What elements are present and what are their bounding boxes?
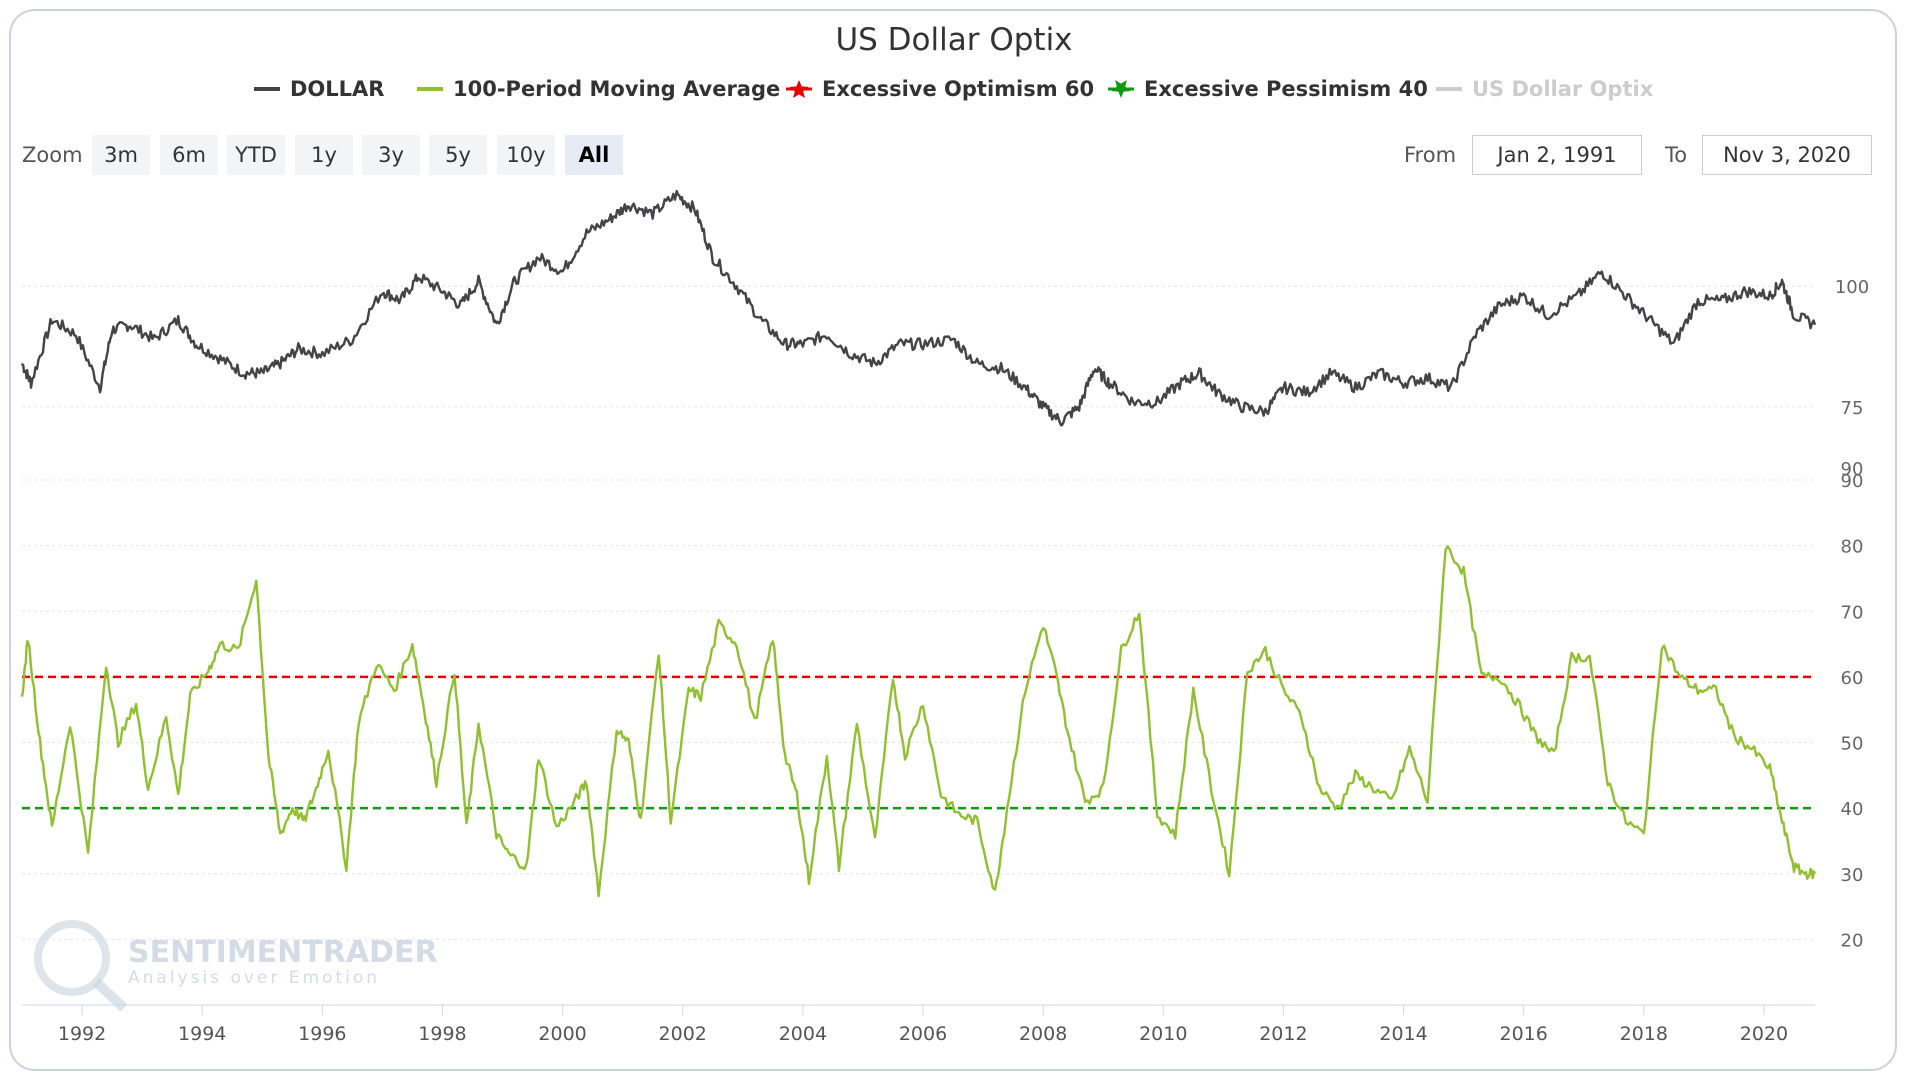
zoom-3m-button[interactable]: 3m [92, 135, 150, 175]
x-tick-label: 2020 [1740, 1023, 1788, 1045]
zoom-all-button[interactable]: All [565, 135, 623, 175]
watermark-name: SENTIMENTRADER [128, 935, 438, 970]
x-tick-label: 2008 [1019, 1023, 1067, 1045]
to-label: To [1665, 143, 1688, 167]
x-tick-label: 1998 [418, 1023, 466, 1045]
zoom-5y-button[interactable]: 5y [429, 135, 487, 175]
chart-title: US Dollar Optix [835, 22, 1073, 58]
zoom-3y-button[interactable]: 3y [362, 135, 420, 175]
y-tick-label: 90 [1841, 471, 1864, 492]
x-tick-label: 1992 [58, 1023, 106, 1045]
star-icon [1108, 80, 1134, 98]
watermark-logo-icon [34, 920, 110, 996]
from-label: From [1404, 143, 1457, 167]
y-tick-label: 100 [1835, 277, 1869, 298]
y-tick-label: 20 [1841, 930, 1864, 951]
y-tick-label: 40 [1841, 799, 1864, 820]
legend-line-icon [254, 87, 280, 91]
legend-line-icon [1436, 87, 1462, 91]
x-tick-label: 2000 [538, 1023, 586, 1045]
dollar-series-line [20, 189, 1817, 427]
watermark-logo-icon [92, 978, 128, 1012]
legend-item-excessive-optimism[interactable]: Excessive Optimism 60 [784, 74, 1094, 104]
legend-item-us-dollar-optix[interactable]: US Dollar Optix [1434, 74, 1653, 104]
legend-line-icon [417, 87, 443, 91]
x-tick-label: 2004 [779, 1023, 827, 1045]
x-tick-label: 2018 [1620, 1023, 1668, 1045]
x-tick-label: 2016 [1499, 1023, 1547, 1045]
to-date-input[interactable] [1702, 135, 1872, 175]
zoom-1y-button[interactable]: 1y [295, 135, 353, 175]
legend-item-moving-average[interactable]: 100-Period Moving Average [415, 74, 780, 104]
zoom-label: Zoom [22, 143, 83, 167]
y-tick-label: 70 [1841, 602, 1864, 623]
chart-container [9, 9, 1897, 1071]
zoom-6m-button[interactable]: 6m [160, 135, 218, 175]
moving-average-series-line [20, 545, 1817, 898]
legend-item-excessive-pessimism[interactable]: Excessive Pessimism 40 [1106, 74, 1428, 104]
y-tick-label: 80 [1841, 537, 1864, 558]
x-tick-label: 2010 [1139, 1023, 1187, 1045]
legend-item-dollar[interactable]: DOLLAR [252, 74, 384, 104]
legend-label: 100-Period Moving Average [453, 77, 781, 101]
y-tick-label: 90 [1841, 459, 1864, 480]
y-tick-label: 30 [1841, 865, 1864, 886]
zoom-10y-button[interactable]: 10y [497, 135, 555, 175]
x-tick-label: 2002 [659, 1023, 707, 1045]
watermark-tagline: Analysis over Emotion [128, 968, 380, 988]
y-tick-label: 60 [1841, 668, 1864, 689]
x-tick-label: 2006 [899, 1023, 947, 1045]
x-tick-label: 2012 [1259, 1023, 1307, 1045]
legend-label: Excessive Optimism 60 [822, 77, 1095, 101]
zoom-ytd-button[interactable]: YTD [227, 135, 285, 175]
x-tick-label: 2014 [1379, 1023, 1427, 1045]
legend-label: Excessive Pessimism 40 [1144, 77, 1428, 101]
x-tick-label: 1996 [298, 1023, 346, 1045]
x-tick-label: 1994 [178, 1023, 226, 1045]
legend-label: DOLLAR [290, 77, 385, 101]
from-date-input[interactable] [1472, 135, 1642, 175]
y-tick-label: 75 [1841, 398, 1864, 419]
y-tick-label: 50 [1841, 734, 1864, 755]
legend-label: US Dollar Optix [1472, 77, 1654, 101]
star-icon [786, 80, 812, 98]
